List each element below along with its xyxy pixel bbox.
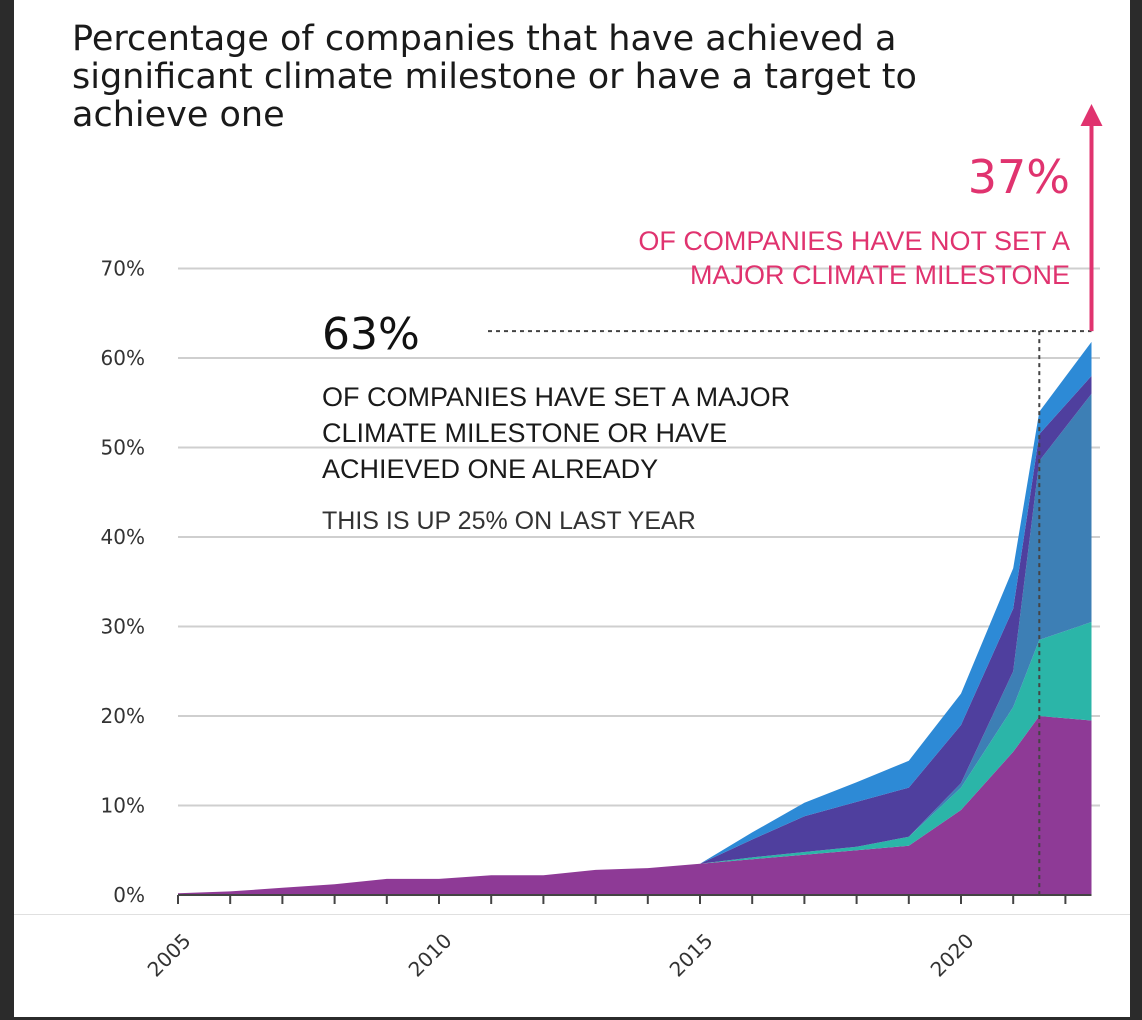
x-tick-label: 2015 [665,929,718,982]
x-tick-label: 2005 [143,929,196,982]
y-tick-label: 30% [101,615,145,639]
achieved-text-line: ACHIEVED ONE ALREADY [322,454,658,484]
y-tick-label: 60% [101,346,145,370]
stacked-areas [178,341,1092,895]
chart-title: Percentage of companies that have achiev… [72,19,917,135]
y-tick-label: 50% [101,436,145,460]
achieved-percentage: 63% [322,309,420,360]
achieved-text-line: CLIMATE MILESTONE OR HAVE [322,418,727,448]
annotations: 63% OF COMPANIES HAVE SET A MAJOR CLIMATE … [322,104,1103,895]
not-set-arrow-head [1080,104,1103,126]
not-set-text-line: OF COMPANIES HAVE NOT SET A [638,226,1070,256]
achieved-subtext: THIS IS UP 25% ON LAST YEAR [322,507,696,535]
x-axis-strip [14,914,1130,1017]
not-set-percentage: 37% [968,150,1070,204]
y-tick-label: 20% [101,704,145,728]
y-tick-label: 0% [113,883,145,907]
y-tick-label: 10% [101,794,145,818]
y-tick-label: 40% [101,525,145,549]
achieved-text-line: OF COMPANIES HAVE SET A MAJOR [322,382,790,412]
x-tick-label: 2020 [926,929,979,982]
not-set-text-line: MAJOR CLIMATE MILESTONE [690,260,1070,290]
area-series-1 [178,716,1092,895]
x-tick-label: 2010 [404,929,457,982]
y-tick-label: 70% [101,257,145,281]
